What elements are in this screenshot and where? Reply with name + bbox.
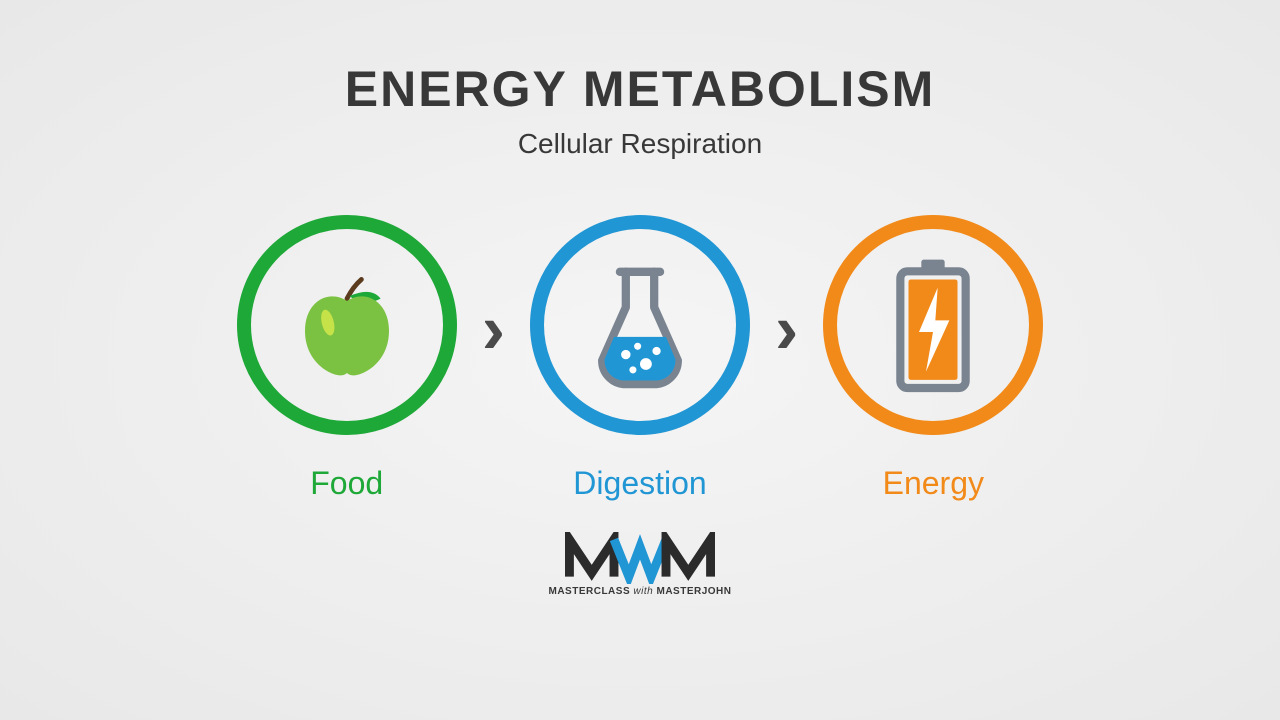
logo-text: MASTERCLASS with MASTERJOHN [549, 586, 732, 597]
step-digestion: Digestion [530, 215, 750, 502]
logo-text-a: MASTERCLASS [549, 586, 631, 597]
logo-mark [565, 532, 715, 584]
apple-icon [287, 265, 407, 385]
circle-digestion [530, 215, 750, 435]
chevron-right-icon: › [775, 289, 798, 369]
flow-diagram: Food › Digestion › [237, 215, 1044, 502]
logo: MASTERCLASS with MASTERJOHN [549, 532, 732, 597]
logo-text-with: with [633, 586, 653, 597]
battery-icon [878, 255, 988, 395]
step-food: Food [237, 215, 457, 502]
label-digestion: Digestion [573, 465, 706, 502]
step-energy: Energy [823, 215, 1043, 502]
circle-food [237, 215, 457, 435]
circle-energy [823, 215, 1043, 435]
flask-icon [580, 260, 700, 390]
label-food: Food [310, 465, 383, 502]
logo-text-b: MASTERJOHN [656, 586, 731, 597]
page-title: ENERGY METABOLISM [345, 60, 936, 118]
page-subtitle: Cellular Respiration [518, 128, 762, 160]
chevron-right-icon: › [482, 289, 505, 369]
label-energy: Energy [883, 465, 984, 502]
